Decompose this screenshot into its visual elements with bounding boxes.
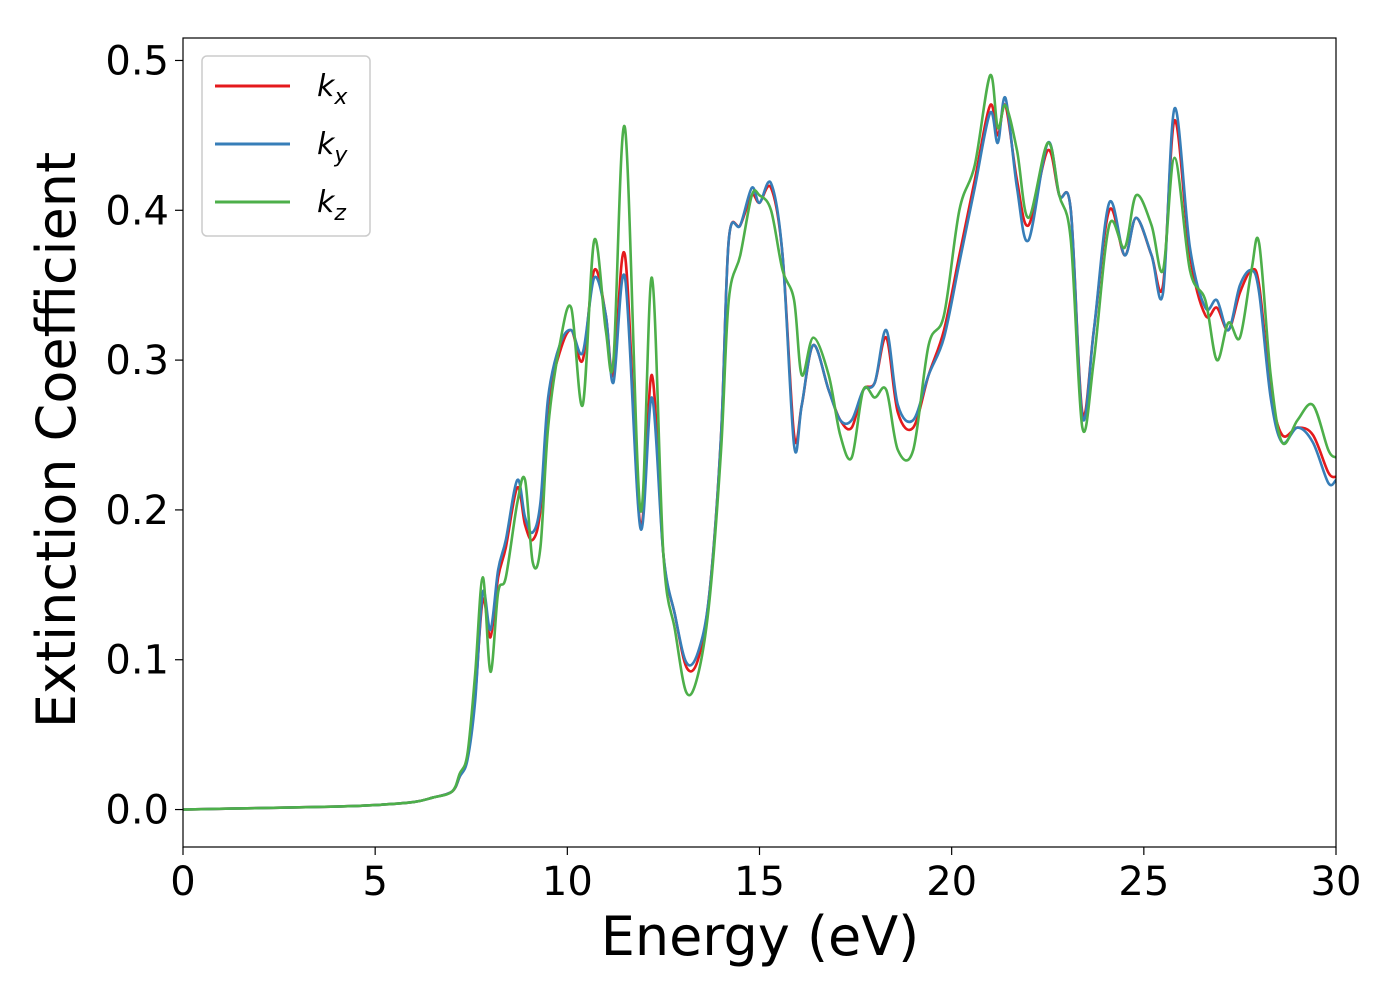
x-tick-label: 15 (734, 859, 785, 905)
y-tick-label: 0.2 (105, 488, 169, 534)
series-line-y (183, 96, 1336, 811)
series-line-z (183, 74, 1336, 811)
legend-label-x: kx (317, 69, 348, 110)
legend-box (201, 55, 371, 237)
x-tick-label: 20 (926, 859, 977, 905)
axes-layer: 0 5 10 15 20 25 30 0.0 0.1 0.2 0.3 0.4 0.5 (105, 37, 1362, 905)
x-tick-label: 25 (1118, 859, 1169, 905)
x-tick-label: 30 (1311, 859, 1362, 905)
y-tick-label: 0.5 (105, 38, 169, 84)
y-axis-label: Extinction Coefficient (25, 152, 88, 728)
x-tick-label: 10 (542, 859, 593, 905)
y-tick-label: 0.1 (105, 638, 169, 684)
x-tick-label: 5 (362, 859, 387, 905)
y-tick-label: 0.3 (105, 338, 169, 384)
y-tick-label: 0.0 (105, 788, 169, 834)
legend-label-subscript: z (333, 201, 346, 226)
x-axis-label: Energy (eV) (601, 905, 920, 968)
legend-label-subscript: x (333, 85, 348, 110)
series-layer (183, 74, 1336, 811)
legend-label-subscript: y (333, 143, 348, 168)
x-tick-label: 0 (170, 859, 195, 905)
y-tick-label: 0.4 (105, 188, 169, 234)
